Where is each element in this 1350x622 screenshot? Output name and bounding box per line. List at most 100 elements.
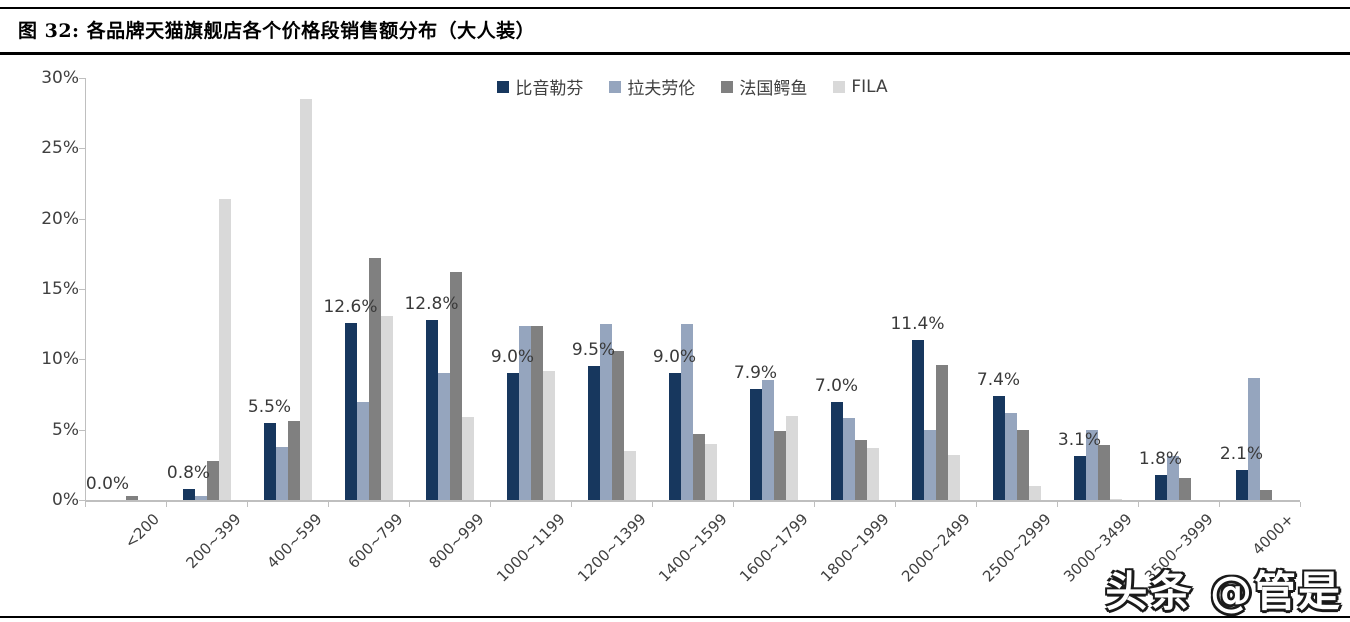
bar-比音勒芬-1600~1799	[749, 388, 762, 500]
x-axis-tick	[247, 502, 248, 507]
bar-拉夫劳伦-400~599	[275, 446, 288, 500]
bar-法国鳄鱼-1200~1399	[611, 350, 624, 500]
bar-法国鳄鱼-400~599	[287, 421, 300, 500]
data-label: 0.8%	[166, 462, 211, 483]
legend-swatch-icon	[609, 80, 622, 93]
legend-swatch-icon	[833, 80, 846, 93]
bar-法国鳄鱼-<200	[125, 495, 138, 500]
data-label: 7.4%	[976, 369, 1021, 390]
x-axis-label: 200~399	[182, 510, 245, 573]
bar-比音勒芬-1800~1999	[830, 401, 843, 500]
y-axis-tick	[79, 78, 85, 79]
bar-比音勒芬-3000~3499	[1073, 456, 1086, 500]
watermark: 头条 @管是	[1105, 567, 1342, 616]
y-axis-tick	[79, 218, 85, 220]
y-axis-tick	[79, 289, 85, 290]
data-label: 5.5%	[247, 396, 292, 417]
data-label: 1.8%	[1138, 448, 1183, 469]
bar-比音勒芬-1200~1399	[587, 366, 600, 500]
bar-法国鳄鱼-1800~1999	[854, 439, 867, 500]
data-label: 3.1%	[1057, 430, 1102, 451]
bar-拉夫劳伦-1800~1999	[842, 418, 855, 500]
chart-legend: 比音勒芬 拉夫劳伦 法国鳄鱼 FILA	[85, 74, 1300, 99]
bar-法国鳄鱼-1400~1599	[692, 433, 705, 500]
bar-法国鳄鱼-200~399	[206, 460, 219, 500]
bar-FILA-2000~2499	[947, 455, 960, 500]
bar-拉夫劳伦-3500~3999	[1166, 456, 1179, 500]
bar-法国鳄鱼-2500~2999	[1016, 429, 1029, 500]
plot-area: 0% 5% 10% 15% 20% 25% 30% 0.0% <200 0.8% 200~399 5.…	[41, 68, 1301, 586]
x-axis-label: 4000+	[1248, 510, 1298, 559]
bar-拉夫劳伦-1600~1799	[761, 380, 774, 500]
x-axis-tick	[814, 502, 815, 507]
data-label: 9.0%	[652, 347, 697, 368]
bar-FILA-2500~2999	[1028, 485, 1041, 500]
y-axis-label: 25%	[41, 138, 79, 159]
bar-比音勒芬-3500~3999	[1154, 474, 1167, 500]
legend-swatch-icon	[497, 80, 510, 93]
bar-FILA-1800~1999	[866, 447, 879, 500]
bar-FILA-200~399	[218, 198, 231, 500]
y-axis-label: 10%	[41, 349, 79, 370]
x-axis-tick	[490, 502, 491, 507]
data-label: 7.0%	[814, 375, 859, 396]
legend-label: 比音勒芬	[515, 79, 584, 99]
x-axis-tick	[85, 502, 86, 507]
x-axis-tick	[1219, 502, 1220, 507]
bar-法国鳄鱼-3500~3999	[1178, 477, 1191, 500]
title-rule	[0, 52, 1350, 55]
x-axis-label: 1200~1399	[573, 510, 650, 586]
bar-拉夫劳伦-1000~1199	[518, 325, 531, 500]
x-axis-label: 1000~1199	[492, 510, 569, 586]
bar-拉夫劳伦-600~799	[356, 401, 369, 500]
y-axis-line	[85, 78, 86, 500]
legend-item-拉夫劳伦: 拉夫劳伦	[609, 74, 695, 99]
y-axis-label: 30%	[41, 68, 79, 88]
legend-item-FILA: FILA	[833, 74, 888, 99]
data-label: 7.9%	[733, 362, 778, 383]
x-axis-label: 600~799	[344, 510, 407, 573]
data-label: 12.6%	[323, 296, 378, 317]
legend-item-法国鳄鱼: 法国鳄鱼	[721, 74, 807, 99]
bar-FILA-800~999	[461, 417, 474, 500]
y-axis-label: 5%	[52, 419, 79, 440]
x-axis-label: 2500~2999	[978, 510, 1055, 586]
data-label: 9.5%	[571, 340, 616, 361]
bar-法国鳄鱼-3000~3499	[1097, 445, 1110, 500]
bar-FILA-1400~1599	[704, 443, 717, 500]
x-axis-label: <200	[121, 510, 164, 552]
top-rule	[0, 7, 1350, 9]
x-axis-tick	[166, 502, 167, 507]
data-label: 2.1%	[1219, 444, 1264, 465]
bar-FILA-400~599	[299, 99, 312, 500]
bar-FILA-600~799	[380, 315, 393, 500]
y-axis-tick	[79, 500, 85, 501]
legend-swatch-icon	[721, 80, 734, 93]
bar-法国鳄鱼-800~999	[449, 272, 462, 500]
bar-法国鳄鱼-600~799	[368, 258, 381, 500]
x-axis-label: 1400~1599	[654, 510, 731, 586]
bar-FILA-1600~1799	[785, 415, 798, 500]
y-axis-label: 20%	[41, 208, 79, 229]
x-axis-label: 1600~1799	[735, 510, 812, 586]
x-axis-tick	[895, 502, 896, 507]
x-axis-tick	[409, 502, 410, 507]
x-axis-tick	[733, 502, 734, 507]
legend-label: 法国鳄鱼	[739, 79, 808, 99]
bar-拉夫劳伦-1400~1599	[680, 324, 693, 500]
x-axis-tick	[328, 502, 329, 507]
legend-label: 拉夫劳伦	[627, 79, 696, 99]
x-axis-label: 400~599	[263, 510, 326, 573]
x-axis-label: 1800~1999	[816, 510, 893, 586]
y-axis-tick	[79, 148, 85, 150]
bar-拉夫劳伦-200~399	[194, 495, 207, 500]
bar-拉夫劳伦-2000~2499	[923, 429, 936, 500]
bar-FILA-1200~1399	[623, 450, 636, 500]
bar-拉夫劳伦-4000+	[1247, 377, 1260, 500]
bar-拉夫劳伦-1200~1399	[599, 324, 612, 500]
bar-FILA-3000~3499	[1109, 498, 1122, 500]
x-axis-tick	[652, 502, 653, 507]
bar-FILA-1000~1199	[542, 370, 555, 500]
bar-比音勒芬-2500~2999	[992, 395, 1005, 500]
